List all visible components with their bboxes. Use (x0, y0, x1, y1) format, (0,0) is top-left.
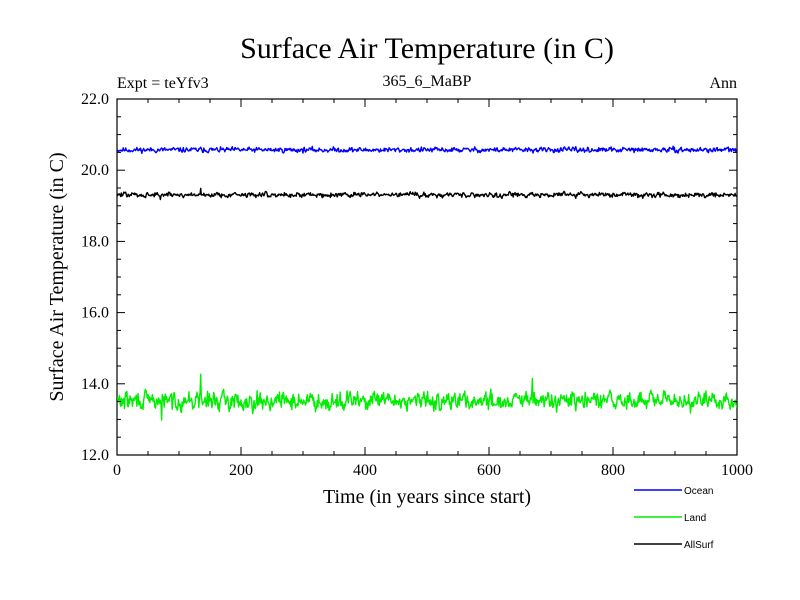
x-tick-label: 200 (229, 462, 253, 479)
y-tick-label: 14.0 (81, 376, 109, 393)
x-tick-label: 400 (353, 462, 377, 479)
period-label: Ann (709, 75, 737, 92)
y-axis: 12.0 14.0 16.0 18.0 20.0 22.0 (81, 91, 737, 464)
chart-title: Surface Air Temperature (in C) (240, 32, 614, 65)
x-tick-label: 0 (113, 462, 121, 479)
y-tick-label: 22.0 (81, 91, 109, 108)
series-group (117, 145, 737, 421)
legend: Ocean Land AllSurf (634, 486, 714, 551)
y-tick-label: 18.0 (81, 233, 109, 250)
x-tick-label: 800 (601, 462, 625, 479)
x-tick-label: 600 (477, 462, 501, 479)
y-tick-label: 20.0 (81, 162, 109, 179)
x-axis: 0 200 400 600 800 1000 (113, 99, 753, 479)
experiment-label: Expt = teYfv3 (117, 75, 209, 92)
series-line-ocean (117, 145, 737, 155)
x-axis-label: Time (in years since start) (323, 486, 531, 508)
x-tick-label: 1000 (721, 462, 753, 479)
y-axis-label: Surface Air Temperature (in C) (46, 152, 68, 401)
legend-label-land: Land (684, 513, 706, 524)
y-tick-label: 12.0 (81, 447, 109, 464)
series-line-allsurf (117, 187, 737, 201)
y-tick-label: 16.0 (81, 305, 109, 322)
series-line-land (117, 373, 737, 421)
legend-label-ocean: Ocean (684, 486, 713, 497)
legend-label-allsurf: AllSurf (684, 540, 714, 551)
chart-subtitle: 365_6_MaBP (383, 73, 472, 90)
